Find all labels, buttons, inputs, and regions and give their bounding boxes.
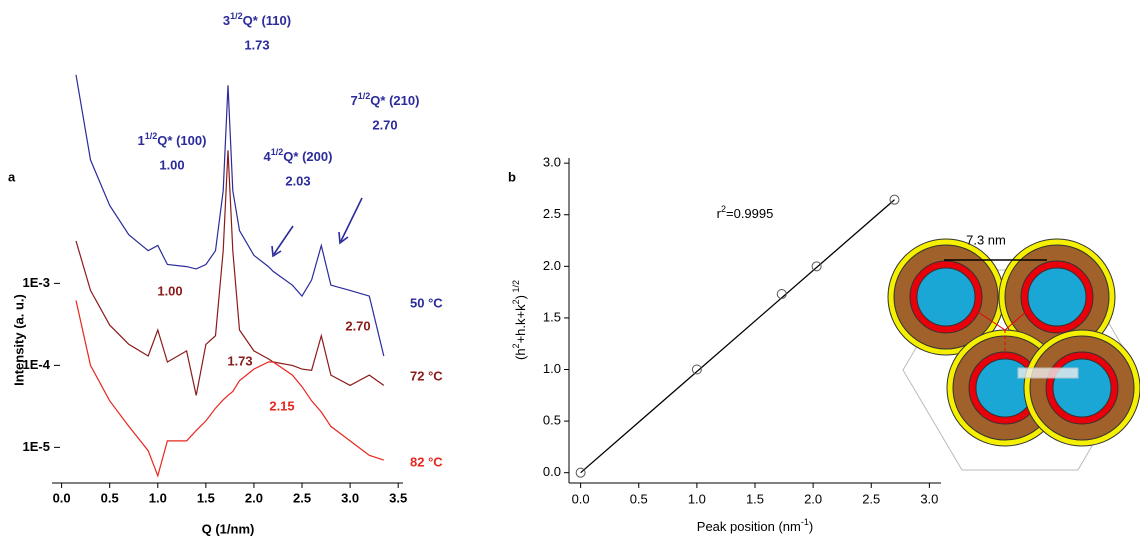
cylinder <box>998 238 1116 356</box>
y-tick-label: 1E-5 <box>23 439 50 454</box>
y-tick-label: 2.5 <box>543 206 561 221</box>
series-label: 72 °C <box>410 368 443 383</box>
series-line <box>75 74 385 357</box>
text-part: Q* (200) <box>283 149 332 164</box>
superscript: -1 <box>801 517 809 527</box>
y-tick-label: 3.0 <box>543 155 561 170</box>
text-part: r <box>717 206 722 221</box>
series-label: 82 °C <box>410 454 443 469</box>
diagram-label: 7.3 nm <box>966 232 1006 247</box>
peak-annotation: 11/2Q* (100) <box>138 131 207 148</box>
arrow <box>273 225 294 255</box>
fit-label: r2=0.9995 <box>717 204 774 221</box>
cylinder <box>1023 329 1140 447</box>
panel-label: a <box>8 169 16 184</box>
point <box>889 194 900 205</box>
arrow-head <box>338 231 349 245</box>
y-tick-label: 0.5 <box>543 413 561 428</box>
x-tick-label: 1.5 <box>746 491 764 506</box>
text-part: 4 <box>264 149 272 164</box>
peak-value: 1.73 <box>244 37 269 52</box>
peak-label: 2.70 <box>345 318 370 333</box>
superscript: 1/2 <box>145 131 158 141</box>
text-part: Q* (110) <box>243 13 291 28</box>
panel-a: a 0.0 0.5 1.0 1.5 2.0 2.5 3.0 3.5 1E-5 1E-4 1E-3 Q (… <box>8 11 443 536</box>
superscript: 1/2 <box>511 280 521 295</box>
x-tick-label: 2.0 <box>804 491 822 506</box>
peak-annotation: 71/2Q* (210) <box>351 91 420 108</box>
peak-value: 2.70 <box>372 117 397 132</box>
series-line <box>75 150 385 396</box>
x-axis-label: Q (1/nm) <box>202 521 255 536</box>
superscript: 1/2 <box>271 147 284 157</box>
series-label: 50 °C <box>410 295 443 310</box>
text-part: Q* (100) <box>157 133 206 148</box>
y-axis-label: Intensity (a. u.) <box>11 294 26 386</box>
arrow-head <box>271 245 282 258</box>
superscript: 2 <box>511 299 521 304</box>
text-part: (h <box>513 348 528 360</box>
y-axis-label: (h2+h.k+k2) 1/2 <box>511 280 528 360</box>
superscript: 1/2 <box>358 91 371 101</box>
cylinder <box>887 238 1005 356</box>
panel-b: 7.3 nm b 0.0 0.5 1.0 1.5 2.0 2.5 3.0 0.0 0.5 1.0 1.… <box>508 155 1140 534</box>
peak-value: 2.03 <box>285 173 310 188</box>
x-tick-label: 2.0 <box>245 490 263 505</box>
y-tick-label: 2.0 <box>543 258 561 273</box>
arrow <box>340 197 363 242</box>
x-tick-label: 3.0 <box>341 490 359 505</box>
series-line <box>75 300 384 478</box>
x-tick-label: 0.0 <box>572 491 590 506</box>
peak-label: 1.73 <box>227 353 252 368</box>
x-tick-label: 0.5 <box>630 491 648 506</box>
y-tick-label: 1.0 <box>543 361 561 376</box>
x-tick-label: 1.0 <box>688 491 706 506</box>
superscript: 2 <box>721 204 726 214</box>
x-tick-label: 1.5 <box>197 490 215 505</box>
x-tick-label: 3.5 <box>389 490 407 505</box>
text-part: 3 <box>223 13 230 28</box>
point <box>575 467 586 478</box>
panel-label: b <box>508 169 516 184</box>
x-axis-label: Peak position (nm-1) <box>697 517 813 534</box>
superscript: 1/2 <box>230 11 243 21</box>
x-tick-label: 1.0 <box>149 490 167 505</box>
peak-annotation: 31/2Q* (110) <box>223 11 291 28</box>
fit-line <box>580 199 895 474</box>
x-tick-label: 0.5 <box>101 490 119 505</box>
y-tick-label: 0.0 <box>543 464 561 479</box>
text-part: 7 <box>351 93 358 108</box>
x-tick-label: 2.5 <box>862 491 880 506</box>
text-part: Peak position (nm <box>697 519 801 534</box>
peak-annotation: 41/2Q* (200) <box>264 147 333 164</box>
y-tick-label: 1.5 <box>543 309 561 324</box>
x-tick-label: 2.5 <box>293 490 311 505</box>
text-part: ) <box>809 519 813 534</box>
point <box>811 261 822 272</box>
text-part: Q* (210) <box>370 93 419 108</box>
x-tick-label: 0.0 <box>53 490 71 505</box>
y-tick-label: 1E-4 <box>23 357 51 372</box>
point <box>776 288 787 299</box>
text-part: +h.k+k <box>513 304 528 344</box>
text-part: ) <box>513 295 528 299</box>
x-tick-label: 3.0 <box>920 491 938 506</box>
spacing-bar <box>1017 367 1079 379</box>
text-part: =0.9995 <box>726 206 773 221</box>
peak-label: 2.15 <box>269 398 294 413</box>
y-tick-label: 1E-3 <box>23 275 50 290</box>
peak-label: 1.00 <box>157 283 182 298</box>
point <box>691 364 702 375</box>
text-part: 1 <box>138 133 145 148</box>
superscript: 2 <box>511 343 521 348</box>
peak-value: 1.00 <box>159 157 184 172</box>
hex-diagram: 7.3 nm <box>887 232 1140 471</box>
